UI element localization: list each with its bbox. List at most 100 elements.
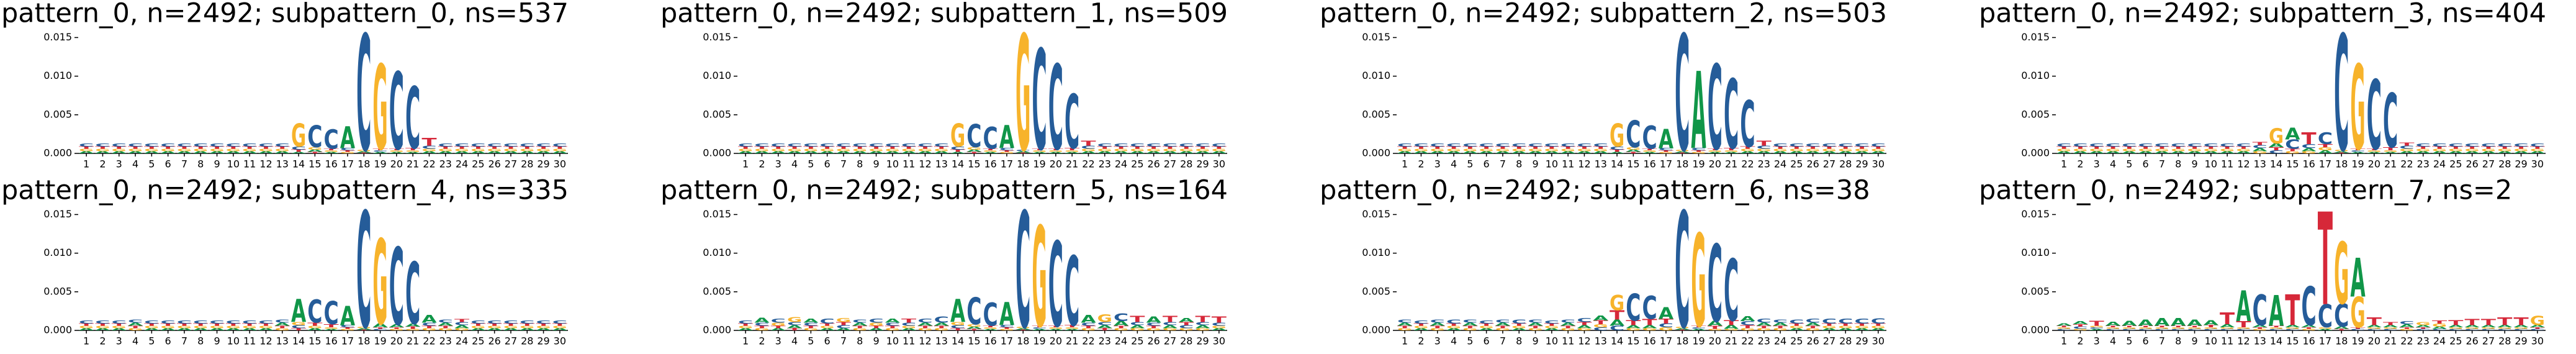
- x-tick-label: 16: [984, 158, 996, 170]
- x-tick-label: 4: [1451, 335, 1457, 347]
- letter: T: [1626, 152, 1641, 154]
- letter: C: [144, 319, 159, 324]
- letter: T: [2220, 146, 2235, 150]
- letter: C: [372, 150, 387, 152]
- letter: C: [1789, 142, 1804, 147]
- letter: G: [917, 327, 932, 331]
- letter: G: [1462, 327, 1477, 331]
- letter: G: [2367, 327, 2382, 329]
- x-tick-label: 23: [1758, 158, 1770, 170]
- logo-chart: pattern_0, n=2492; subpattern_1, ns=509 0…: [660, 0, 1228, 187]
- letter: T: [1462, 325, 1477, 329]
- letter: T: [950, 149, 965, 153]
- letter: C: [520, 319, 534, 324]
- x-tick-label: 19: [374, 158, 386, 170]
- letter: A: [836, 150, 851, 154]
- letter: C: [1740, 320, 1755, 326]
- letter: T: [1593, 146, 1608, 150]
- letter: A: [2285, 125, 2300, 143]
- letter: A: [2089, 150, 2104, 154]
- x-tick-label: 21: [1725, 158, 1737, 170]
- letter: A: [128, 322, 143, 327]
- letter: G: [454, 327, 469, 331]
- letter: A: [1446, 327, 1461, 331]
- letter: T: [226, 323, 241, 327]
- letter: T: [324, 324, 339, 329]
- letter: G: [2416, 321, 2431, 326]
- letter: T: [2187, 325, 2202, 328]
- x-tick-label: 2: [1418, 335, 1424, 347]
- letter: G: [2318, 327, 2333, 329]
- letter: A: [421, 313, 436, 325]
- x-tick-label: 28: [521, 335, 533, 347]
- letter: C: [1479, 142, 1494, 147]
- letter: A: [2155, 316, 2169, 329]
- letter: C: [1495, 319, 1510, 324]
- x-tick-label: 12: [259, 335, 272, 347]
- letter: T: [520, 146, 534, 150]
- letter: A: [2138, 150, 2153, 154]
- letter: T: [1065, 324, 1079, 328]
- letter: G: [1822, 325, 1837, 329]
- x-tick-label: 13: [935, 158, 948, 170]
- letter: A: [1179, 150, 1194, 154]
- x-tick-label: 24: [1115, 335, 1127, 347]
- x-tick-label: 11: [1562, 335, 1574, 347]
- letter: T: [2432, 319, 2447, 324]
- letter: C: [1871, 317, 1886, 325]
- letter: T: [901, 318, 916, 324]
- x-tick-label: 14: [952, 158, 964, 170]
- x-tick-label: 22: [2400, 158, 2413, 170]
- x-tick-label: 12: [2237, 335, 2249, 347]
- letter: G: [1130, 327, 1145, 331]
- letter: A: [503, 150, 518, 154]
- letter: T: [1163, 146, 1178, 150]
- letter: G: [2204, 327, 2218, 329]
- letter: C: [2187, 329, 2202, 331]
- letter: T: [1179, 321, 1194, 326]
- letter: C: [1773, 142, 1788, 147]
- letter: A: [999, 296, 1014, 333]
- letter: G: [1146, 148, 1161, 152]
- letter: C: [1789, 319, 1804, 325]
- letter: T: [885, 146, 900, 150]
- letter: A: [1789, 150, 1804, 154]
- x-tick-label: 4: [2110, 335, 2116, 347]
- letter: A: [1065, 329, 1079, 331]
- x-tick-label: 3: [116, 335, 122, 347]
- letter: G: [1593, 148, 1608, 152]
- letter: T: [177, 146, 192, 150]
- letter: T: [275, 146, 290, 150]
- letter: G: [242, 148, 257, 152]
- letter: T: [1675, 152, 1690, 153]
- letter: T: [966, 152, 981, 154]
- x-tick-label: 13: [2254, 158, 2266, 170]
- letter: G: [209, 148, 224, 152]
- letter: A: [2334, 326, 2349, 330]
- x-tick-label: 15: [2286, 335, 2299, 347]
- letter: A: [852, 150, 867, 154]
- x-tick-label: 24: [456, 158, 468, 170]
- letter: C: [2416, 329, 2431, 331]
- letter: T: [128, 325, 143, 329]
- x-tick-label: 17: [2319, 335, 2331, 347]
- letter: A: [2187, 150, 2202, 154]
- letter: G: [2253, 150, 2268, 154]
- x-tick-label: 21: [407, 335, 419, 347]
- letter: T: [1659, 150, 1673, 152]
- letter: G: [966, 324, 981, 327]
- letter: G: [1097, 148, 1112, 152]
- letter: C: [487, 319, 502, 324]
- letter: G: [1163, 148, 1178, 152]
- letter: C: [1146, 142, 1161, 147]
- letter: G: [2073, 329, 2087, 331]
- x-tick-label: 22: [423, 158, 435, 170]
- letter: A: [1146, 315, 1161, 325]
- letter: G: [1675, 326, 1690, 329]
- x-tick-label: 29: [1196, 158, 1209, 170]
- letter: G: [2187, 327, 2202, 329]
- letter: G: [438, 327, 453, 331]
- letter: C: [1854, 142, 1869, 147]
- letter: A: [1462, 322, 1477, 327]
- letter: C: [405, 70, 420, 168]
